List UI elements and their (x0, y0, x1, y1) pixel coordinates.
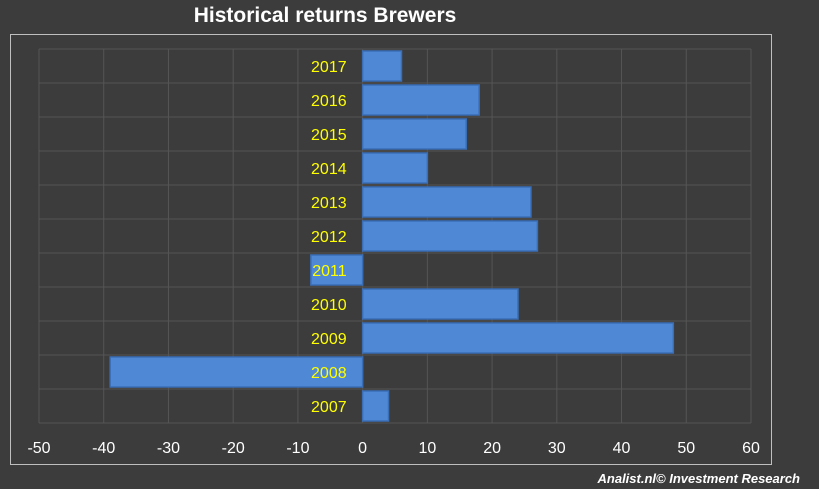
bar-2009 (361, 322, 675, 354)
x-tick-label: -50 (27, 440, 50, 457)
category-label-2008: 2008 (311, 365, 347, 382)
category-label-2016: 2016 (311, 93, 347, 110)
x-tick-labels: -50 -40 -30 -20 -10 0 10 20 30 40 50 60 (27, 440, 760, 457)
category-label-2012: 2012 (311, 229, 347, 246)
category-label-2010: 2010 (311, 297, 347, 314)
bar-2017 (361, 50, 403, 82)
category-label-2013: 2013 (311, 195, 347, 212)
x-tick-label: -10 (286, 440, 309, 457)
x-tick-label: -40 (92, 440, 115, 457)
bar-2011 (310, 254, 364, 286)
x-tick-label: -30 (157, 440, 180, 457)
bar-2014 (361, 152, 429, 184)
chart-title: Historical returns Brewers (193, 4, 457, 27)
bar-2012 (361, 220, 539, 252)
x-tick-label: 40 (613, 440, 631, 457)
x-tick-label: 20 (483, 440, 501, 457)
category-label-2007: 2007 (311, 399, 347, 416)
x-tick-label: 60 (742, 440, 760, 457)
category-label-2017: 2017 (311, 59, 347, 76)
bars (109, 50, 675, 422)
bar-2013 (361, 186, 532, 218)
category-labels: 2007 2008 2009 2010 2011 2012 2013 2014 2015 2016… (311, 59, 347, 416)
category-label-2011: 2011 (312, 263, 347, 280)
x-tick-label: -20 (222, 440, 245, 457)
category-label-2009: 2009 (311, 331, 347, 348)
category-label-2015: 2015 (311, 127, 347, 144)
x-tick-label: 0 (358, 440, 367, 457)
category-label-2014: 2014 (311, 161, 347, 178)
x-tick-label: 10 (418, 440, 436, 457)
bar-2007 (361, 390, 390, 422)
bar-2010 (361, 288, 519, 320)
bar-2016 (361, 84, 480, 116)
footer-credit: Analist.nl© Investment Research (597, 471, 800, 486)
x-tick-label: 30 (548, 440, 566, 457)
bar-2008 (109, 356, 364, 388)
bar-2015 (361, 118, 467, 150)
grid-lines (38, 48, 752, 424)
plot-frame (10, 34, 772, 465)
x-tick-label: 50 (677, 440, 695, 457)
